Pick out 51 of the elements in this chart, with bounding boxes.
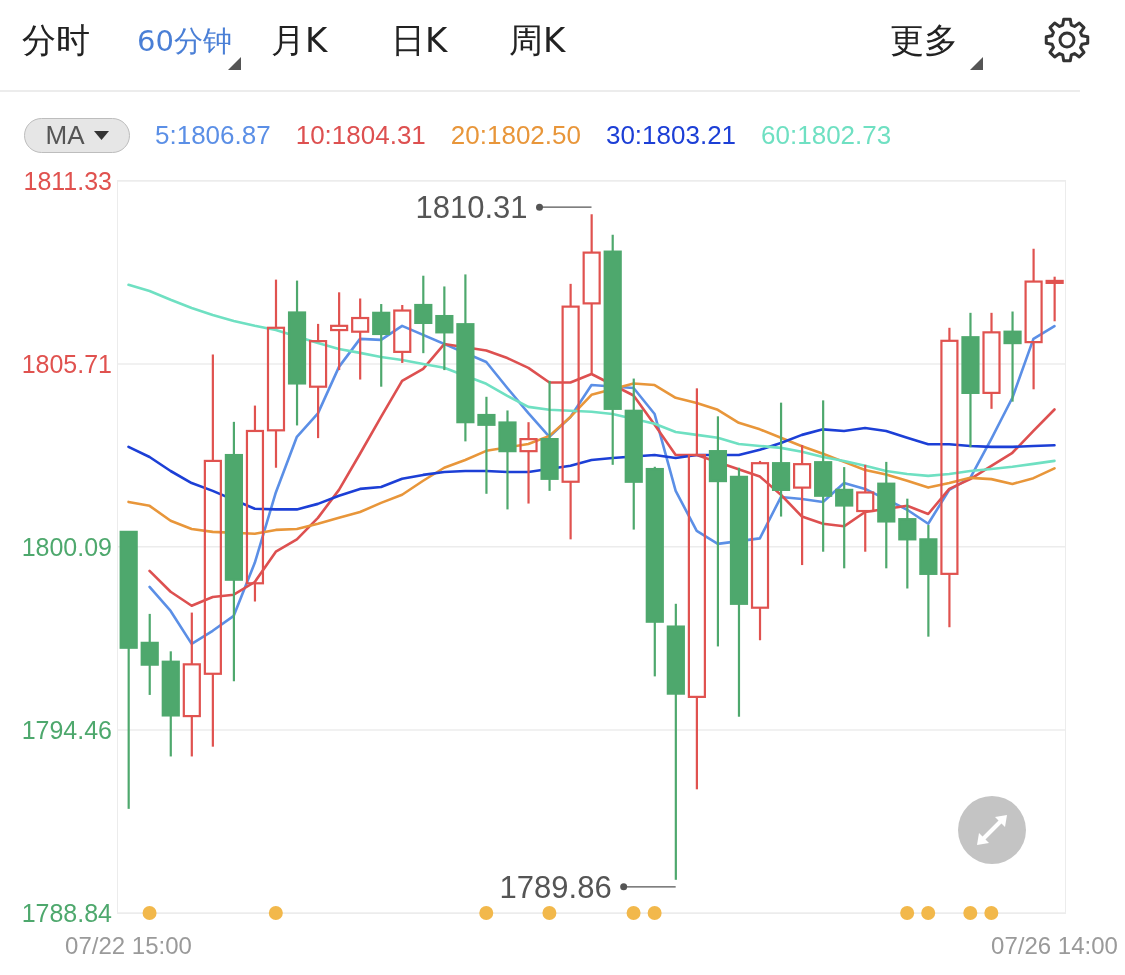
text: 月K xyxy=(271,20,328,60)
text: 30:1803.21 xyxy=(605,120,737,151)
candlestick xyxy=(287,279,307,427)
text: 10:1804.31 xyxy=(295,120,426,151)
candlestick xyxy=(793,443,812,567)
text: 20:1802.50 xyxy=(450,120,581,151)
candlestick xyxy=(540,379,559,492)
candlestick xyxy=(961,311,980,449)
candlestick xyxy=(666,602,685,881)
candlestick xyxy=(519,421,538,505)
candlestick xyxy=(456,273,475,443)
candlestick xyxy=(814,399,833,553)
candlestick xyxy=(877,460,896,570)
candlestick xyxy=(771,401,791,518)
x-tick-label: 07/26 14:00 xyxy=(991,931,1118,959)
y-tick-label: 1788.84 xyxy=(21,899,113,927)
candlestick xyxy=(414,274,433,355)
candlestick xyxy=(1003,310,1022,403)
text: 60分钟 xyxy=(137,24,232,58)
text: 60:1802.73 xyxy=(761,120,892,151)
text: 分时 xyxy=(22,20,90,60)
candlestick xyxy=(435,285,454,372)
annotation: 1789.86 xyxy=(499,869,612,905)
candlestick xyxy=(266,278,286,469)
candlestick xyxy=(351,297,370,381)
candlestick xyxy=(1024,247,1043,391)
candlestick xyxy=(708,415,728,648)
candlestick xyxy=(856,463,875,553)
candlestick xyxy=(182,611,201,758)
annotation: 1810.31 xyxy=(415,189,528,225)
text: 周K xyxy=(509,20,566,60)
y-tick-label: 1794.46 xyxy=(21,716,112,745)
y-tick-label: 1811.33 xyxy=(23,167,112,195)
candlestick xyxy=(982,311,1001,410)
candlestick xyxy=(224,420,244,683)
y-tick-label: 1805.71 xyxy=(21,349,112,378)
text: 5:1806.87 xyxy=(155,120,271,151)
x-tick-label: 07/22 15:00 xyxy=(65,931,192,959)
dropdown-button: MA xyxy=(24,118,130,153)
candlestick xyxy=(898,497,917,590)
candlestick xyxy=(624,377,643,531)
candlestick xyxy=(140,612,159,697)
text: 日K xyxy=(391,20,448,60)
candlestick xyxy=(477,395,496,495)
y-tick-label: 1800.09 xyxy=(21,532,112,561)
text: 更多 xyxy=(890,20,958,60)
candlestick xyxy=(330,291,349,372)
legend-title: MA xyxy=(45,120,85,151)
candlestick xyxy=(498,409,517,511)
candlestick xyxy=(245,404,265,603)
candlestick xyxy=(835,466,854,570)
